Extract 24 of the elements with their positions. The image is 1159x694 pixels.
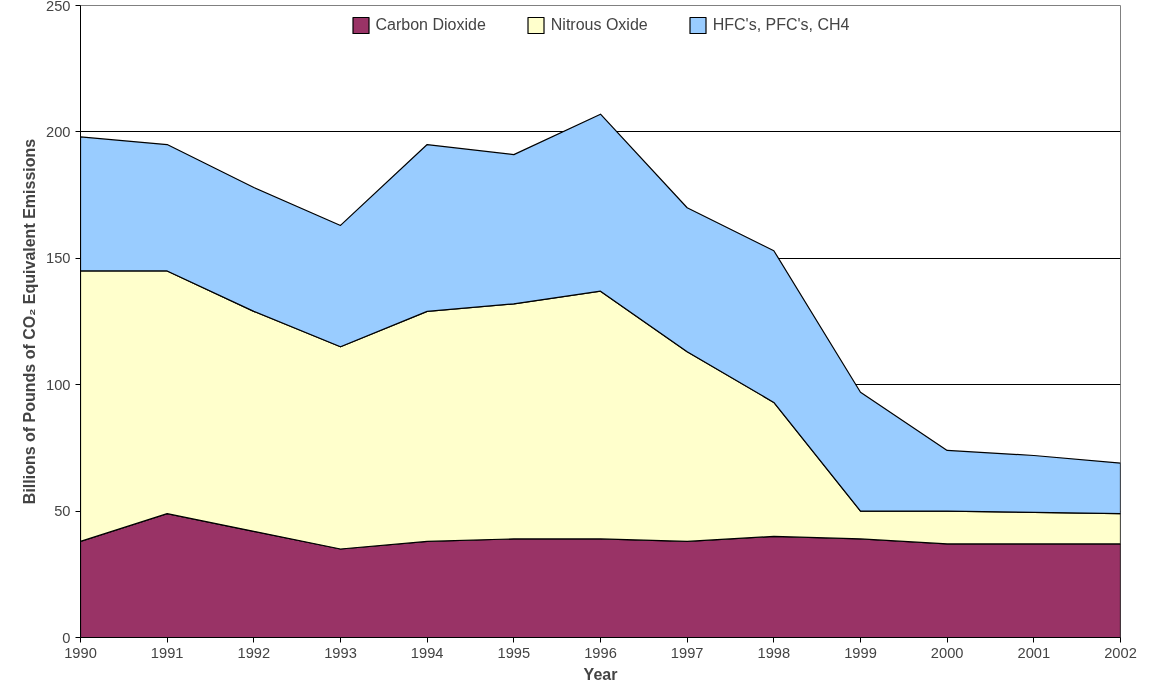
x-tick-label: 1993 bbox=[324, 644, 357, 661]
y-axis-title: Billions of Pounds of CO₂ Equivalent Emissions bbox=[21, 138, 39, 505]
y-tick-label: 250 bbox=[46, 0, 71, 14]
y-tick-label: 0 bbox=[62, 629, 71, 646]
x-tick-label: 1994 bbox=[410, 644, 444, 661]
x-tick-label: 1992 bbox=[237, 644, 271, 661]
y-tick-label: 200 bbox=[46, 123, 71, 140]
x-tick-label: 2002 bbox=[1104, 644, 1137, 661]
x-tick-label: 1995 bbox=[497, 644, 531, 661]
legend-label: HFC's, PFC's, CH4 bbox=[712, 16, 850, 34]
x-tick-label: 1991 bbox=[150, 644, 184, 661]
legend-label: Carbon Dioxide bbox=[375, 16, 486, 34]
y-tick-label: 100 bbox=[46, 376, 71, 393]
x-tick-label: 2000 bbox=[930, 644, 964, 661]
x-tick-label: 1998 bbox=[757, 644, 791, 661]
y-tick-label: 150 bbox=[46, 250, 71, 267]
x-axis-title: Year bbox=[583, 665, 618, 683]
legend-label: Nitrous Oxide bbox=[550, 16, 648, 34]
x-tick-label: 1999 bbox=[844, 644, 877, 661]
x-tick-label: 2001 bbox=[1017, 644, 1051, 661]
y-tick-label: 50 bbox=[54, 503, 71, 520]
x-tick-label: 1996 bbox=[584, 644, 617, 661]
x-tick-label: 1997 bbox=[670, 644, 704, 661]
x-tick-label: 1990 bbox=[64, 644, 97, 661]
